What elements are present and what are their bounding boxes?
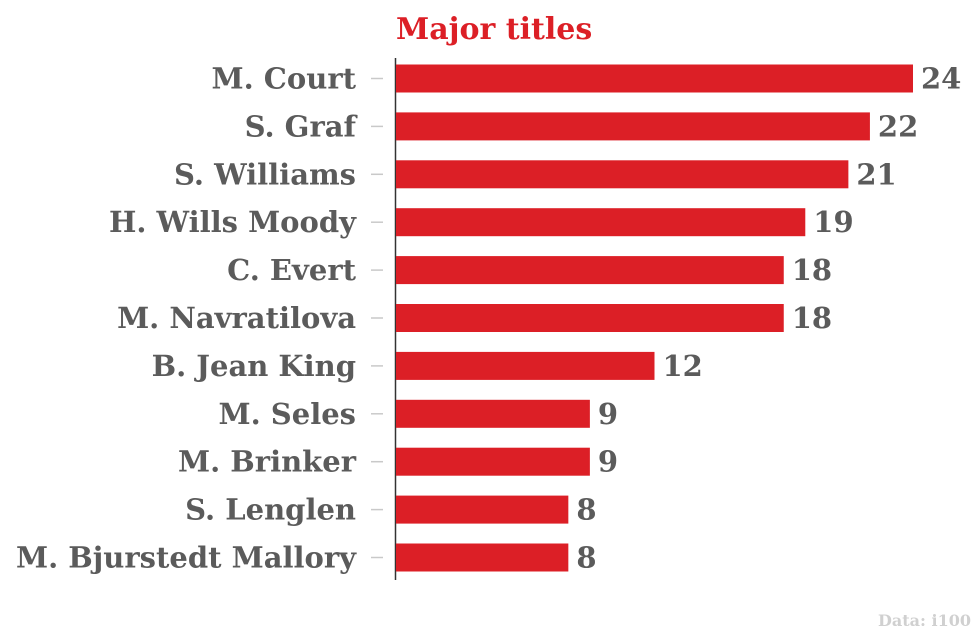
value-label: 8 bbox=[576, 541, 596, 575]
bar bbox=[396, 351, 655, 380]
category-label: H. Wills Moody bbox=[109, 205, 357, 239]
value-label: 9 bbox=[598, 397, 618, 431]
value-label: 8 bbox=[576, 493, 596, 527]
value-label: 22 bbox=[878, 109, 918, 143]
bar bbox=[396, 304, 784, 332]
bars-group: M. Court 24 S. Graf 22 S. Williams 21 H. Wills… bbox=[16, 62, 961, 575]
bar bbox=[396, 64, 913, 93]
category-label: M. Seles bbox=[219, 397, 356, 431]
bar bbox=[396, 399, 590, 428]
category-label: B. Jean King bbox=[152, 349, 356, 383]
category-label: M. Navratilova bbox=[117, 301, 356, 335]
value-label: 24 bbox=[921, 62, 961, 96]
category-label: C. Evert bbox=[227, 253, 356, 287]
chart-title: Major titles bbox=[396, 12, 592, 47]
bar bbox=[396, 256, 784, 285]
category-label: M. Brinker bbox=[178, 445, 357, 479]
value-label: 9 bbox=[598, 445, 618, 479]
category-label: S. Graf bbox=[245, 109, 359, 143]
bar bbox=[396, 160, 849, 189]
category-label: M. Court bbox=[212, 62, 357, 96]
value-label: 12 bbox=[663, 349, 703, 383]
value-label: 21 bbox=[856, 157, 896, 191]
value-label: 18 bbox=[792, 253, 832, 287]
value-label: 19 bbox=[813, 205, 853, 239]
category-label: S. Lenglen bbox=[185, 493, 356, 527]
value-label: 18 bbox=[792, 301, 832, 335]
bar bbox=[396, 447, 590, 476]
category-label: S. Williams bbox=[174, 157, 356, 191]
bar bbox=[396, 208, 806, 237]
bar bbox=[396, 495, 569, 524]
bar bbox=[396, 543, 569, 572]
category-label: M. Bjurstedt Mallory bbox=[16, 541, 357, 575]
bar bbox=[396, 112, 870, 141]
source-note: Data: i100 bbox=[878, 611, 971, 630]
